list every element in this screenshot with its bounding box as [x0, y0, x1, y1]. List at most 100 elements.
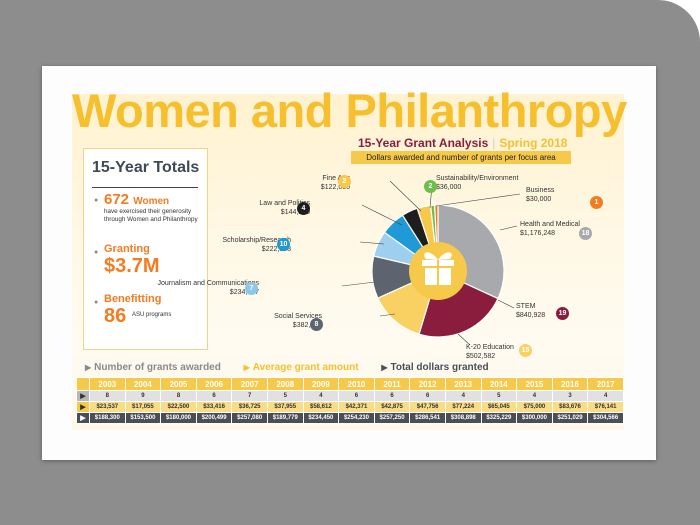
grants-cell: 4	[516, 390, 553, 402]
triangle-icon: ▶	[381, 363, 388, 372]
grants-cell: 3	[551, 390, 589, 402]
year-cell: 2015	[516, 377, 553, 391]
grants-row: ▶ 8 9 8 6 7 5 4 6 6 6 4 5 4 3 4	[76, 390, 624, 402]
grant-count-badge: 7	[245, 282, 258, 295]
chart-subnote: Dollars awarded and number of grants per…	[351, 151, 571, 164]
slice-label: Business $30,000	[526, 186, 554, 204]
stat-granting: ● Granting $3.7M	[94, 243, 204, 283]
average-row: ▶ $23,537 $17,055 $22,500 $33,416 $36,725 $37,…	[76, 401, 624, 413]
granting-label: Granting	[104, 243, 150, 255]
leader-line	[379, 313, 396, 317]
average-cell: $37,955	[266, 401, 304, 413]
total-row: ▶ $188,300 $153,500 $180,000 $200,499 $257,08…	[76, 412, 624, 424]
grant-count-badge: 2	[424, 180, 437, 193]
slice-label: Fine Arts $122,000	[321, 174, 350, 192]
bullet-icon: ●	[94, 197, 99, 204]
year-cell: 2008	[266, 377, 304, 391]
grants-cell: 8	[89, 390, 126, 402]
leader-line	[389, 180, 422, 212]
data-table: 2003 2004 2005 2006 2007 2008 2009 2010 2011 2012…	[76, 377, 624, 424]
average-cell: $47,756	[409, 401, 446, 413]
average-cell: $75,000	[516, 401, 553, 413]
average-cell: $58,612	[302, 401, 340, 413]
year-cell: 2005	[160, 377, 197, 391]
year-cell: 2013	[444, 377, 482, 391]
slice-name: Health and Medical	[520, 221, 580, 228]
chart-subtitle: 15-Year Grant Analysis | Spring 2018	[358, 136, 578, 150]
total-cell: $300,000	[516, 412, 553, 424]
slice-label: Health and Medical $1,176,248	[520, 220, 580, 238]
page-title: Women and Philanthropy	[72, 84, 627, 137]
total-cell: $304,566	[587, 412, 624, 424]
leader-line	[497, 299, 515, 309]
totals-heading: 15-Year Totals	[92, 159, 200, 176]
grants-cell: 4	[587, 390, 624, 402]
slice-amount: $122,000	[320, 184, 350, 191]
total-cell: $153,500	[124, 412, 162, 424]
total-cell: $180,000	[160, 412, 197, 424]
slice-amount: $144,230	[280, 209, 310, 216]
row-header	[76, 377, 90, 391]
grants-cell: 4	[444, 390, 482, 402]
year-cell: 2012	[409, 377, 446, 391]
average-cell: $22,500	[160, 401, 197, 413]
grants-cell: 4	[302, 390, 340, 402]
legend-item-average: ▶ Average grant amount	[244, 362, 369, 373]
year-cell: 2006	[195, 377, 233, 391]
slice-name: K-20 Education	[466, 344, 514, 351]
slice-amount: $36,000	[436, 184, 462, 191]
season-label: Spring 2018	[499, 136, 568, 150]
grants-cell: 6	[373, 390, 411, 402]
slice-label: Law and Politics $144,230	[259, 199, 310, 217]
year-cell: 2007	[231, 377, 268, 391]
benefitting-description: ASU programs	[132, 312, 172, 318]
slice-name: Journalism and Communications	[157, 280, 259, 287]
benefitting-label: Benefitting	[104, 293, 162, 305]
year-cell: 2017	[587, 377, 624, 391]
total-cell: $325,229	[480, 412, 518, 424]
slice-amount: $222,598	[261, 246, 291, 253]
triangle-icon: ▶	[85, 363, 92, 372]
leader-line	[361, 204, 403, 226]
legend-item-grants: ▶ Number of grants awarded	[85, 362, 231, 373]
total-cell: $308,898	[444, 412, 482, 424]
slice-label: Journalism and Communications $234,047	[157, 279, 259, 297]
women-count: 672 Women	[104, 191, 169, 208]
average-cell: $23,537	[89, 401, 126, 413]
total-cell: $286,541	[409, 412, 446, 424]
grants-cell: 6	[409, 390, 446, 402]
average-cell: $83,676	[551, 401, 589, 413]
grant-count-badge: 2	[338, 175, 351, 188]
grant-count-badge: 8	[310, 318, 323, 331]
grants-cell: 6	[195, 390, 233, 402]
slice-name: Business	[526, 187, 555, 194]
leader-line	[499, 225, 518, 231]
slice-name: Social Services	[274, 313, 322, 320]
year-cell: 2010	[338, 377, 375, 391]
year-cell: 2003	[89, 377, 126, 391]
grant-count-badge: 1	[590, 196, 603, 209]
slice-name: Scholarship/Research	[222, 237, 291, 244]
year-cell: 2009	[302, 377, 340, 391]
total-cell: $234,450	[302, 412, 340, 424]
leader-line	[341, 281, 376, 287]
grant-count-badge: 10	[277, 238, 290, 251]
average-cell: $42,371	[338, 401, 375, 413]
grant-count-badge: 15	[519, 344, 532, 357]
slice-name: Fine Arts	[322, 175, 350, 182]
chart-legend: ▶ Number of grants awarded ▶ Average grant…	[85, 362, 509, 373]
year-cell: 2014	[480, 377, 518, 391]
legend-item-total: ▶ Total dollars granted	[381, 362, 498, 373]
women-description: have exercised their generosity through …	[104, 208, 198, 223]
slice-amount: $30,000	[526, 196, 552, 203]
year-cell: 2011	[373, 377, 411, 391]
totals-panel: 15-Year Totals ● 672 Women have exercise…	[83, 148, 208, 350]
grant-count-badge: 18	[579, 227, 592, 240]
slice-label: Social Services $382,718	[274, 312, 322, 330]
average-cell: $33,416	[195, 401, 233, 413]
subtitle-text: 15-Year Grant Analysis	[358, 136, 489, 150]
average-cell: $36,725	[231, 401, 268, 413]
granting-value: $3.7M	[104, 255, 160, 277]
triangle-icon: ▶	[243, 363, 250, 372]
year-row: 2003 2004 2005 2006 2007 2008 2009 2010 2011 2012…	[76, 377, 624, 391]
